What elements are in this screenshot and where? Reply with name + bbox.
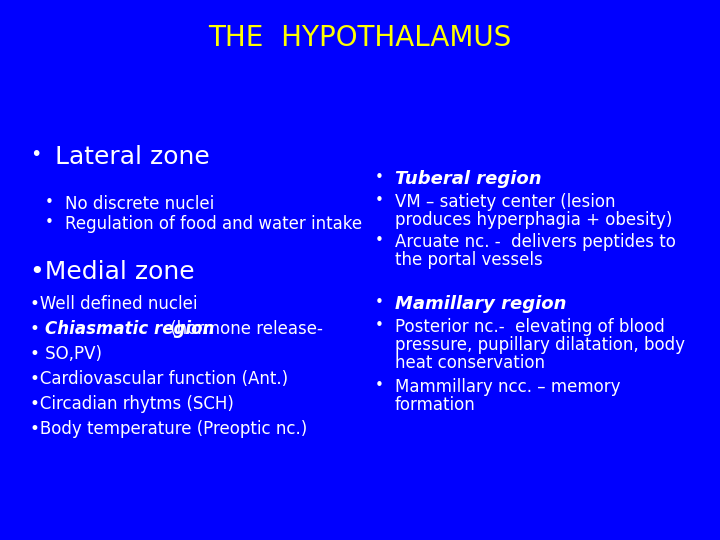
Text: Mamillary region: Mamillary region — [395, 295, 567, 313]
Text: (hormone release-: (hormone release- — [165, 320, 323, 338]
Text: Lateral zone: Lateral zone — [55, 145, 210, 169]
Text: Arcuate nc. -  delivers peptides to: Arcuate nc. - delivers peptides to — [395, 233, 676, 251]
Text: pressure, pupillary dilatation, body: pressure, pupillary dilatation, body — [395, 336, 685, 354]
Text: •Medial zone: •Medial zone — [30, 260, 194, 284]
Text: No discrete nuclei: No discrete nuclei — [65, 195, 215, 213]
Text: Chiasmatic region: Chiasmatic region — [45, 320, 215, 338]
Text: •: • — [375, 170, 384, 185]
Text: •: • — [375, 193, 384, 208]
Text: THE  HYPOTHALAMUS: THE HYPOTHALAMUS — [208, 24, 512, 52]
Text: •: • — [375, 378, 384, 393]
Text: • SO,PV): • SO,PV) — [30, 345, 102, 363]
Text: formation: formation — [395, 396, 476, 414]
Text: Mammillary ncc. – memory: Mammillary ncc. – memory — [395, 378, 621, 396]
Text: •Cardiovascular function (Ant.): •Cardiovascular function (Ant.) — [30, 370, 288, 388]
Text: •: • — [375, 318, 384, 333]
Text: Posterior nc.-  elevating of blood: Posterior nc.- elevating of blood — [395, 318, 665, 336]
Text: •Circadian rhytms (SCH): •Circadian rhytms (SCH) — [30, 395, 234, 413]
Text: •Well defined nuclei: •Well defined nuclei — [30, 295, 197, 313]
Text: Regulation of food and water intake: Regulation of food and water intake — [65, 215, 362, 233]
Text: •: • — [375, 295, 384, 310]
Text: VM – satiety center (lesion: VM – satiety center (lesion — [395, 193, 616, 211]
Text: •: • — [45, 195, 54, 210]
Text: the portal vessels: the portal vessels — [395, 251, 543, 269]
Text: heat conservation: heat conservation — [395, 354, 545, 372]
Text: •Body temperature (Preoptic nc.): •Body temperature (Preoptic nc.) — [30, 420, 307, 438]
Text: Tuberal region: Tuberal region — [395, 170, 541, 188]
Text: •: • — [30, 320, 40, 338]
Text: •: • — [45, 215, 54, 230]
Text: •: • — [375, 233, 384, 248]
Text: produces hyperphagia + obesity): produces hyperphagia + obesity) — [395, 211, 672, 229]
Text: •: • — [30, 145, 41, 164]
